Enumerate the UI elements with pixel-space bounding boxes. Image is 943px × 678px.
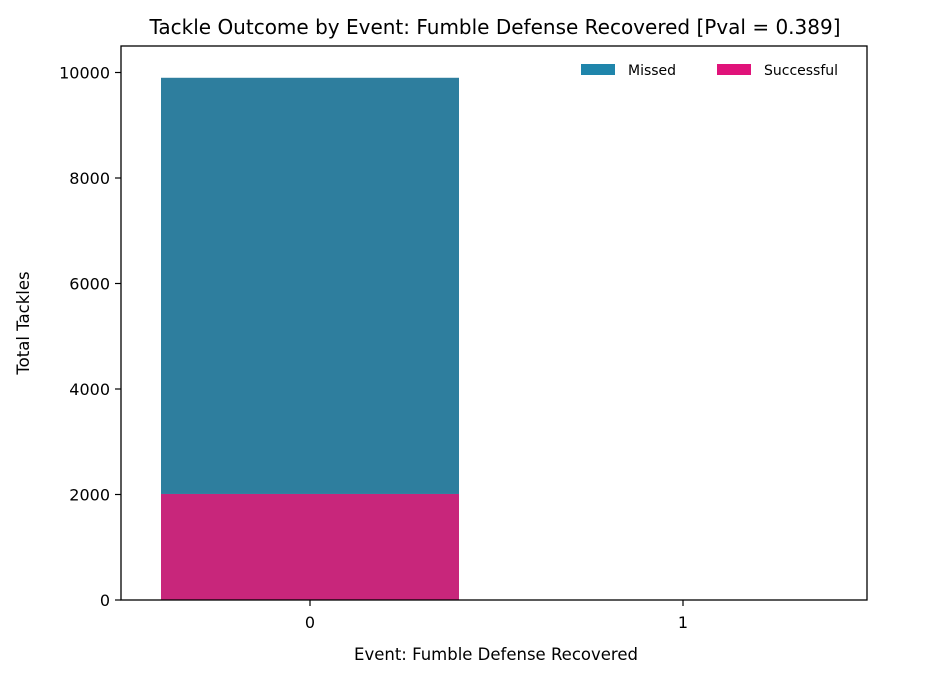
y-tick-label: 10000 bbox=[59, 64, 110, 83]
legend-swatch-successful bbox=[717, 64, 751, 75]
y-axis-label: Total Tackles bbox=[14, 271, 33, 375]
y-tick-label: 4000 bbox=[69, 380, 110, 399]
y-tick-label: 2000 bbox=[69, 486, 110, 505]
legend: Missed Successful bbox=[581, 63, 838, 79]
y-tick-label: 8000 bbox=[69, 169, 110, 188]
bar-successful-0 bbox=[161, 493, 459, 600]
x-tick-label: 0 bbox=[305, 613, 315, 632]
y-tick-label: 0 bbox=[100, 591, 110, 610]
legend-label-successful: Successful bbox=[764, 63, 838, 79]
legend-swatch-missed bbox=[581, 64, 615, 75]
chart-title: Tackle Outcome by Event: Fumble Defense … bbox=[148, 15, 840, 39]
y-axis: 0 2000 4000 6000 8000 10000 bbox=[59, 64, 121, 610]
bars bbox=[161, 77, 459, 600]
y-tick-label: 6000 bbox=[69, 275, 110, 294]
bar-missed-0 bbox=[161, 77, 459, 494]
x-axis-label: Event: Fumble Defense Recovered bbox=[354, 645, 638, 664]
plot-frame bbox=[120, 45, 868, 601]
legend-label-missed: Missed bbox=[628, 63, 676, 79]
x-tick-label: 1 bbox=[678, 613, 688, 632]
